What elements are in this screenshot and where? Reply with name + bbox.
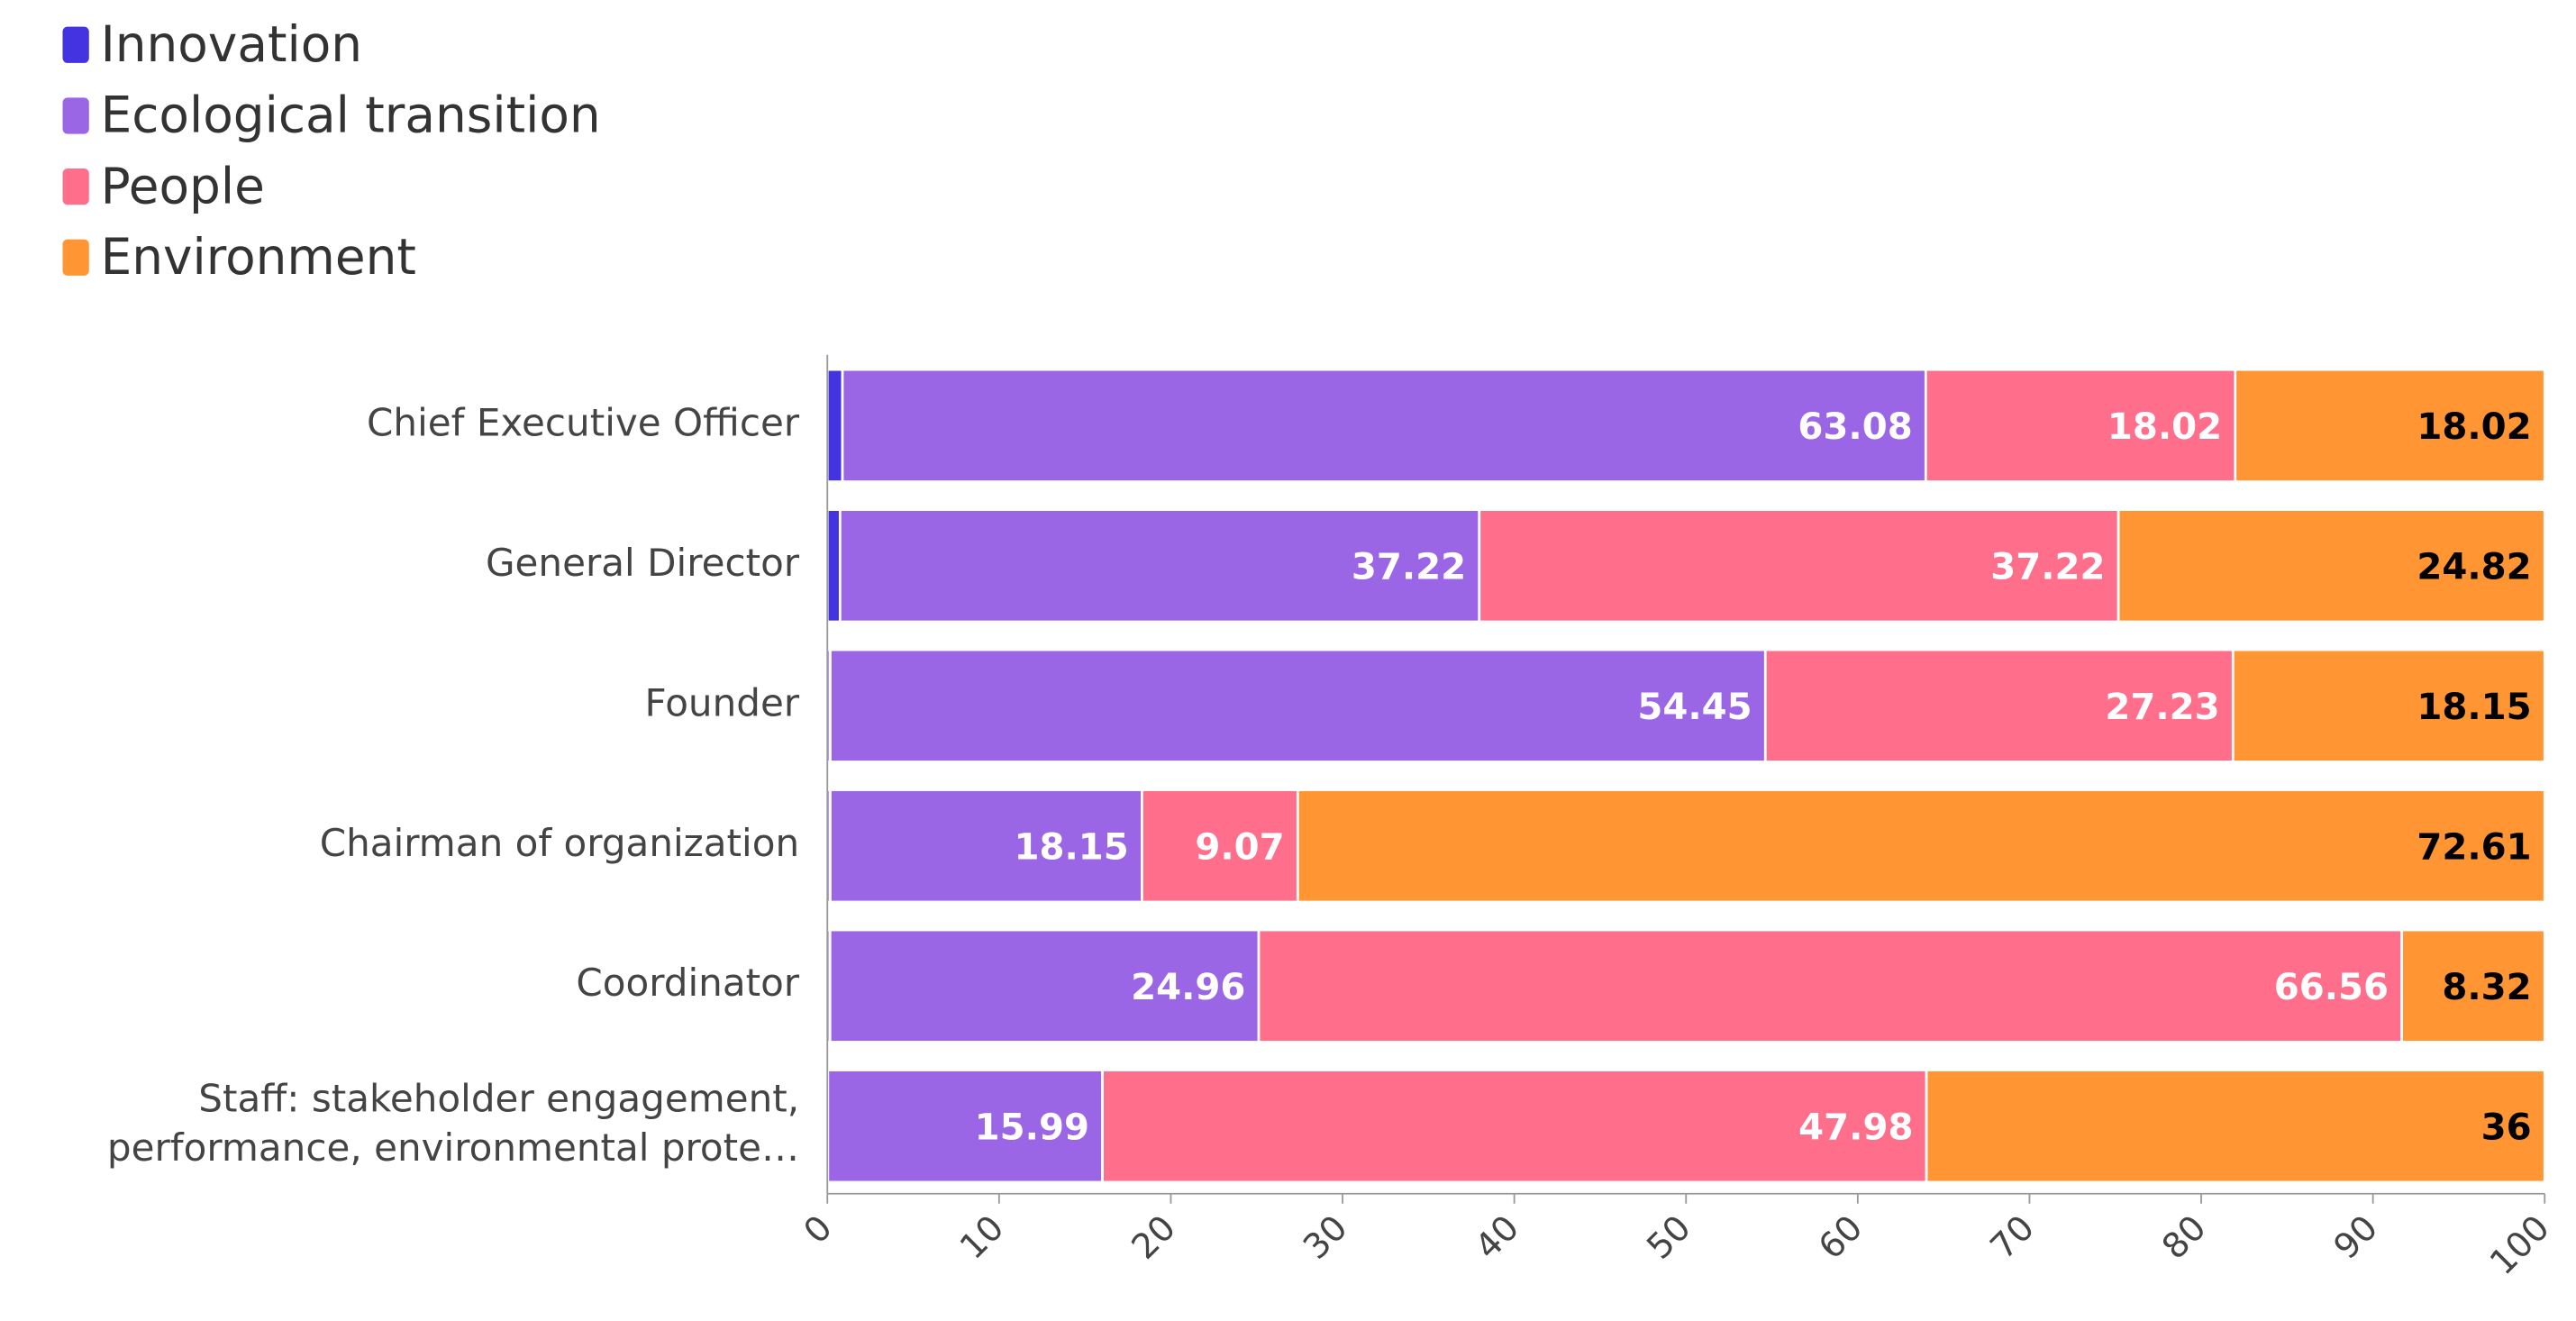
bar-segment <box>829 788 1143 904</box>
bar-segment <box>1141 788 1299 904</box>
value-label: 8.32 <box>2442 967 2531 1008</box>
bar-segment <box>2400 928 2546 1043</box>
value-label: 54.45 <box>1637 687 1752 728</box>
value-label: 18.15 <box>1015 826 1129 868</box>
bar-segment <box>829 648 1767 763</box>
x-tick-label: 0 <box>796 1207 841 1252</box>
bar-segment <box>1924 368 2237 483</box>
bar-segment <box>1296 788 2546 904</box>
bar-segment <box>841 368 1927 483</box>
x-tick-label: 100 <box>2482 1207 2558 1283</box>
bar-segment <box>1101 1069 1928 1184</box>
y-tick-label: Staff: stakeholder engagement, performan… <box>106 1078 800 1171</box>
y-tick-label: General Director <box>485 542 800 586</box>
value-label: 18.02 <box>2107 406 2222 448</box>
category-label-box: Chief Executive Officer <box>367 402 800 446</box>
category-label-box: General Director <box>485 542 800 586</box>
value-label: 72.61 <box>2417 826 2531 868</box>
y-tick-label: Coordinator <box>576 962 800 1007</box>
value-label: 63.08 <box>1798 406 1912 448</box>
bar-segment <box>2231 648 2546 763</box>
x-tick-label: 50 <box>1639 1207 1698 1267</box>
y-tick-label: Chief Executive Officer <box>367 402 800 446</box>
legend-label: Ecological transition <box>101 87 601 144</box>
y-tick-label: Chairman of organization <box>319 823 800 866</box>
category-label-box: Staff: stakeholder engagement, performan… <box>106 1078 800 1171</box>
bar-segment <box>825 508 842 624</box>
category-label-box: Founder <box>644 682 800 726</box>
value-label: 18.15 <box>2417 687 2531 728</box>
legend-swatch <box>62 168 89 205</box>
legend-swatch <box>62 239 89 276</box>
bar-segment <box>2234 368 2546 483</box>
x-tick-label: 80 <box>2154 1207 2214 1267</box>
x-tick-label: 10 <box>952 1207 1012 1267</box>
x-tick-label: 90 <box>2326 1207 2386 1267</box>
bar-segment <box>825 368 844 483</box>
bar-segment <box>1763 648 2235 763</box>
legend-label: Innovation <box>101 15 362 73</box>
value-label: 9.07 <box>1195 826 1284 868</box>
value-label: 27.23 <box>2105 687 2219 728</box>
bar-segment <box>1925 1069 2546 1184</box>
bar-segment <box>1257 928 2404 1043</box>
bar-segment <box>826 1069 1104 1184</box>
bar-segment <box>1478 508 2120 624</box>
category-label-box: Coordinator <box>576 962 800 1007</box>
value-label: 18.02 <box>2417 406 2531 448</box>
bar-segment <box>2116 508 2546 624</box>
x-tick-label: 70 <box>1982 1207 2042 1267</box>
value-label: 37.22 <box>1990 546 2105 588</box>
x-tick-label: 20 <box>1124 1207 1183 1267</box>
legend-label: Environment <box>101 228 416 286</box>
x-tick-label: 60 <box>1811 1207 1871 1267</box>
value-label: 15.99 <box>975 1107 1089 1148</box>
value-label: 47.98 <box>1798 1107 1913 1148</box>
x-tick-label: 30 <box>1296 1207 1355 1267</box>
y-tick-label: Founder <box>644 682 800 726</box>
value-label: 24.82 <box>2417 546 2531 588</box>
x-tick-label: 40 <box>1468 1207 1527 1267</box>
value-label: 37.22 <box>1352 546 1466 588</box>
bar-segment <box>838 508 1481 624</box>
value-label: 66.56 <box>2274 967 2389 1008</box>
value-label: 36 <box>2481 1107 2532 1148</box>
legend-label: People <box>101 157 265 214</box>
value-label: 24.96 <box>1131 967 1245 1008</box>
category-label-box: Chairman of organization <box>319 823 800 866</box>
legend-swatch <box>62 97 89 134</box>
legend-swatch <box>62 26 89 63</box>
